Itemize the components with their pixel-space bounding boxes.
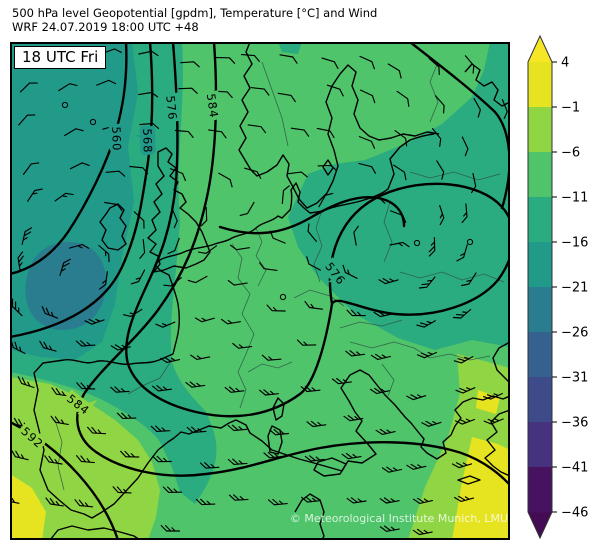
contour-label: 576 — [163, 95, 180, 121]
plot-title: 500 hPa level Geopotential [gpdm], Tempe… — [12, 6, 377, 34]
temperature-fill-layer — [10, 42, 510, 540]
title-line-2: WRF 24.07.2019 18:00 UTC +48 — [12, 20, 377, 34]
contour-label: 560 — [109, 126, 124, 151]
colorbar-tick-label: −6 — [561, 146, 580, 161]
colorbar-tick-label: −36 — [561, 416, 588, 431]
colorbar-tick-label: −26 — [561, 326, 588, 341]
colorbar-tick-label: −46 — [561, 506, 588, 521]
colorbar-tick-label: −1 — [561, 101, 580, 116]
colorbar-tick-label: −11 — [561, 191, 588, 206]
colorbar-tick-label: −31 — [561, 371, 588, 386]
colorbar-tick-label: −16 — [561, 236, 588, 251]
weather-plot-page: 500 hPa level Geopotential [gpdm], Tempe… — [0, 0, 603, 552]
contour-label: 568 — [140, 128, 155, 153]
colorbar-tick-label: 4 — [561, 56, 569, 71]
title-line-1: 500 hPa level Geopotential [gpdm], Tempe… — [12, 6, 377, 20]
colorbar: 4 −1 −6 −11 −16 −21 −26 −31 −36 −41 −46 — [522, 32, 602, 544]
colorbar-wrap: 4 −1 −6 −11 −16 −21 −26 −31 −36 −41 −46 — [522, 32, 602, 548]
colorbar-tick-label: −41 — [561, 461, 588, 476]
watermark: © Meteorological Institute Munich, LMU — [290, 512, 508, 525]
timestamp-label: 18 UTC Fri — [14, 46, 106, 69]
colorbar-tick-label: −21 — [561, 281, 588, 296]
map-canvas: 560568576584576584592 18 UTC Fri — [10, 42, 510, 540]
map-svg: 560568576584576584592 — [10, 42, 510, 540]
